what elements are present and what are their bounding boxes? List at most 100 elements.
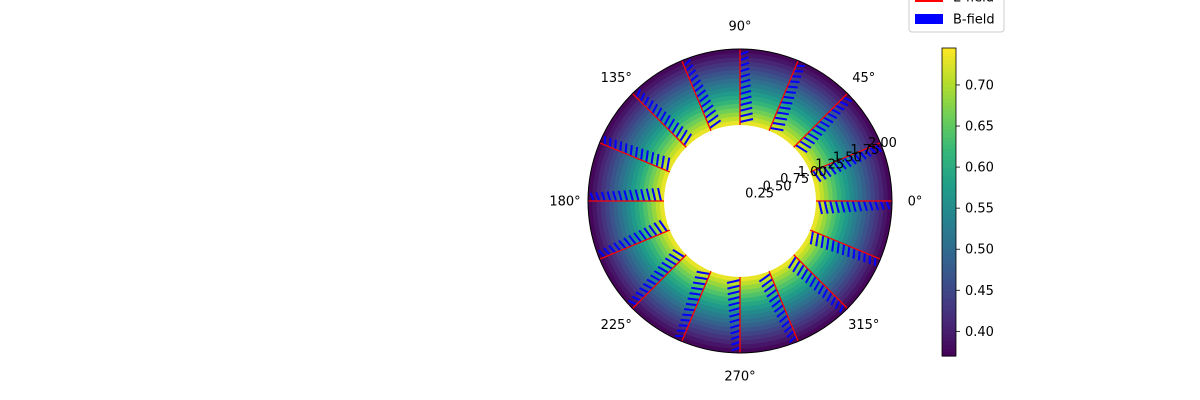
b-field-arrow — [661, 261, 673, 270]
b-field-arrow — [589, 192, 595, 202]
b-field-arrow — [803, 136, 816, 145]
colorbar-segment — [942, 128, 956, 134]
colorbar-segment — [942, 309, 956, 315]
angular-tick-label: 270° — [724, 370, 755, 385]
b-field-arrow — [841, 244, 846, 256]
b-field-arrow — [655, 153, 660, 167]
colorbar-segment — [942, 198, 956, 203]
b-field-arrow — [729, 312, 741, 318]
b-field-arrow — [613, 242, 622, 252]
radial-tick-label: 1.25 — [815, 158, 844, 173]
b-field-arrow — [836, 241, 840, 254]
b-field-arrow — [819, 120, 830, 128]
b-field-arrow — [772, 121, 786, 126]
b-field-arrow — [857, 200, 863, 212]
b-field-arrow — [768, 293, 780, 303]
b-field-arrow — [739, 73, 751, 79]
angular-tick-label: 315° — [848, 318, 879, 333]
b-field-arrow — [619, 141, 623, 152]
field-vector-292.5 — [758, 270, 799, 348]
colorbar-segment — [942, 71, 956, 76]
colorbar-segment — [942, 182, 956, 188]
e-field-line — [809, 142, 881, 173]
b-field-arrow — [675, 125, 684, 138]
b-field-arrow — [664, 257, 677, 266]
radial-tick-label: 1.75 — [850, 143, 879, 158]
b-field-arrow — [727, 284, 741, 290]
colorbar-segment — [942, 155, 956, 161]
b-field-arrow — [694, 84, 704, 93]
colorbar-segment — [942, 51, 956, 57]
legend-label: B-field — [953, 13, 995, 28]
b-field-arrow — [650, 274, 661, 282]
b-field-arrow — [815, 124, 827, 132]
b-field-arrow — [691, 286, 704, 291]
b-field-arrow — [821, 288, 829, 299]
b-field-arrow — [631, 295, 641, 302]
b-field-arrow — [822, 165, 832, 178]
colorbar-segment — [942, 352, 956, 357]
b-field-arrow — [658, 219, 668, 232]
b-field-arrow — [685, 64, 694, 72]
b-field-arrow — [852, 248, 856, 259]
b-field-arrow — [651, 188, 657, 202]
b-field-arrow — [763, 283, 776, 293]
b-field-arrow — [680, 318, 691, 322]
b-field-arrow — [623, 190, 629, 202]
b-field-arrow — [823, 116, 834, 124]
b-field-arrow — [776, 111, 789, 116]
colorbar-segment — [942, 344, 956, 349]
colorbar-segment — [942, 55, 956, 61]
b-field-arrow — [645, 188, 651, 202]
colorbar-segment — [942, 125, 956, 130]
b-field-arrow — [812, 170, 822, 183]
b-field-arrow — [655, 107, 663, 118]
b-field-arrow — [831, 239, 835, 252]
b-field-arrow — [728, 301, 741, 307]
colorbar-tick-label: 0.60 — [965, 161, 994, 176]
e-field-line — [793, 254, 848, 309]
colorbar-segment — [942, 159, 956, 165]
e-field-line — [768, 270, 799, 342]
b-field-arrow — [643, 96, 650, 106]
field-vector-22.5 — [809, 142, 887, 183]
angular-tick-label: 135° — [601, 71, 632, 86]
b-field-arrow — [657, 265, 669, 274]
b-field-arrow — [692, 281, 706, 286]
colorbar-segment — [942, 332, 956, 338]
b-field-arrow — [835, 104, 845, 111]
colorbar-segment — [942, 279, 956, 284]
angular-tick-label: 225° — [601, 318, 632, 333]
colorbar-segment — [942, 263, 956, 269]
b-field-arrow — [672, 248, 685, 258]
b-field-arrow — [874, 144, 882, 153]
b-field-arrow — [645, 150, 649, 163]
field-vector-112.5 — [681, 54, 722, 132]
angular-tick-label: 0° — [908, 195, 923, 210]
b-field-arrow — [776, 309, 786, 318]
b-field-arrow — [739, 50, 749, 56]
b-field-arrow — [786, 330, 795, 338]
b-field-arrow — [659, 111, 667, 122]
colorbar-segment — [942, 94, 956, 99]
b-field-arrow — [689, 292, 702, 296]
colorbar-segment — [942, 228, 956, 234]
b-field-arrow — [761, 278, 773, 288]
b-field-arrow — [809, 231, 814, 245]
colorbar-segment — [942, 63, 956, 68]
b-field-arrow — [783, 325, 793, 333]
colorbar-segment — [942, 82, 956, 88]
b-field-arrow — [727, 290, 741, 296]
b-field-arrow — [818, 200, 823, 215]
b-field-arrow — [600, 191, 606, 202]
b-field-arrow — [869, 146, 877, 155]
b-field-arrow — [773, 304, 784, 313]
b-field-arrow — [826, 292, 833, 302]
colorbar-segment — [942, 240, 956, 245]
b-field-arrow — [729, 318, 741, 324]
b-field-arrow — [792, 260, 801, 273]
b-field-arrow — [804, 272, 813, 284]
colorbar-segment — [942, 294, 956, 299]
b-field-arrow — [598, 249, 606, 258]
b-field-arrow — [730, 335, 741, 341]
